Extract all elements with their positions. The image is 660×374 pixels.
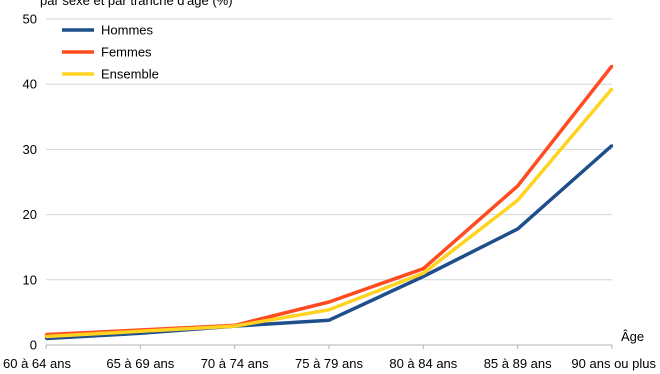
x-tick-label: 60 à 64 ans [3,356,71,371]
data-point-femmes [327,300,331,304]
data-point-ensemble [516,199,519,202]
data-point-femmes [610,64,614,68]
data-point-hommes [327,319,331,322]
data-point-ensemble [44,335,48,338]
x-tick-label: 75 à 79 ans [295,356,363,371]
x-tick-label: 70 à 74 ans [201,356,269,371]
x-tick-label: 80 à 84 ans [389,356,457,371]
data-point-femmes [516,184,519,188]
series-line-femmes [45,64,614,337]
data-point-femmes [422,267,425,270]
data-point-ensemble [422,272,425,275]
data-point-ensemble [610,87,614,90]
data-point-ensemble [327,308,331,311]
x-tick-label: 85 à 89 ans [484,356,552,371]
x-axis-label: Âge [621,329,644,344]
data-point-ensemble [139,330,142,333]
y-axis-ticks: 0 10 20 30 40 50 [23,12,37,353]
y-tick-label: 40 [23,77,37,92]
x-axis-ticks: 60 à 64 ans 65 à 69 ans 70 à 74 ans 75 à 79… [3,345,656,371]
y-tick-label: 30 [23,142,37,157]
data-point-ensemble [233,324,236,328]
legend-label-ensemble: Ensemble [101,67,159,82]
series-line-ensemble [45,87,614,339]
chart-heading-fragment: par sexe et par tranche d'âge (%) [40,0,233,8]
series-lines [44,64,614,341]
x-tick-label: 65 à 69 ans [106,356,174,371]
legend-label-femmes: Femmes [101,45,152,60]
y-tick-label: 20 [23,207,37,222]
data-point-hommes [516,227,519,231]
y-tick-label: 0 [30,338,37,353]
legend-label-hommes: Hommes [101,23,154,38]
data-point-hommes [610,144,614,147]
y-tick-label: 10 [23,272,37,287]
legend: Hommes Femmes Ensemble [62,23,159,82]
data-point-hommes [422,275,425,278]
x-tick-label: 90 ans ou plus [571,356,656,371]
y-tick-label: 50 [23,12,37,27]
